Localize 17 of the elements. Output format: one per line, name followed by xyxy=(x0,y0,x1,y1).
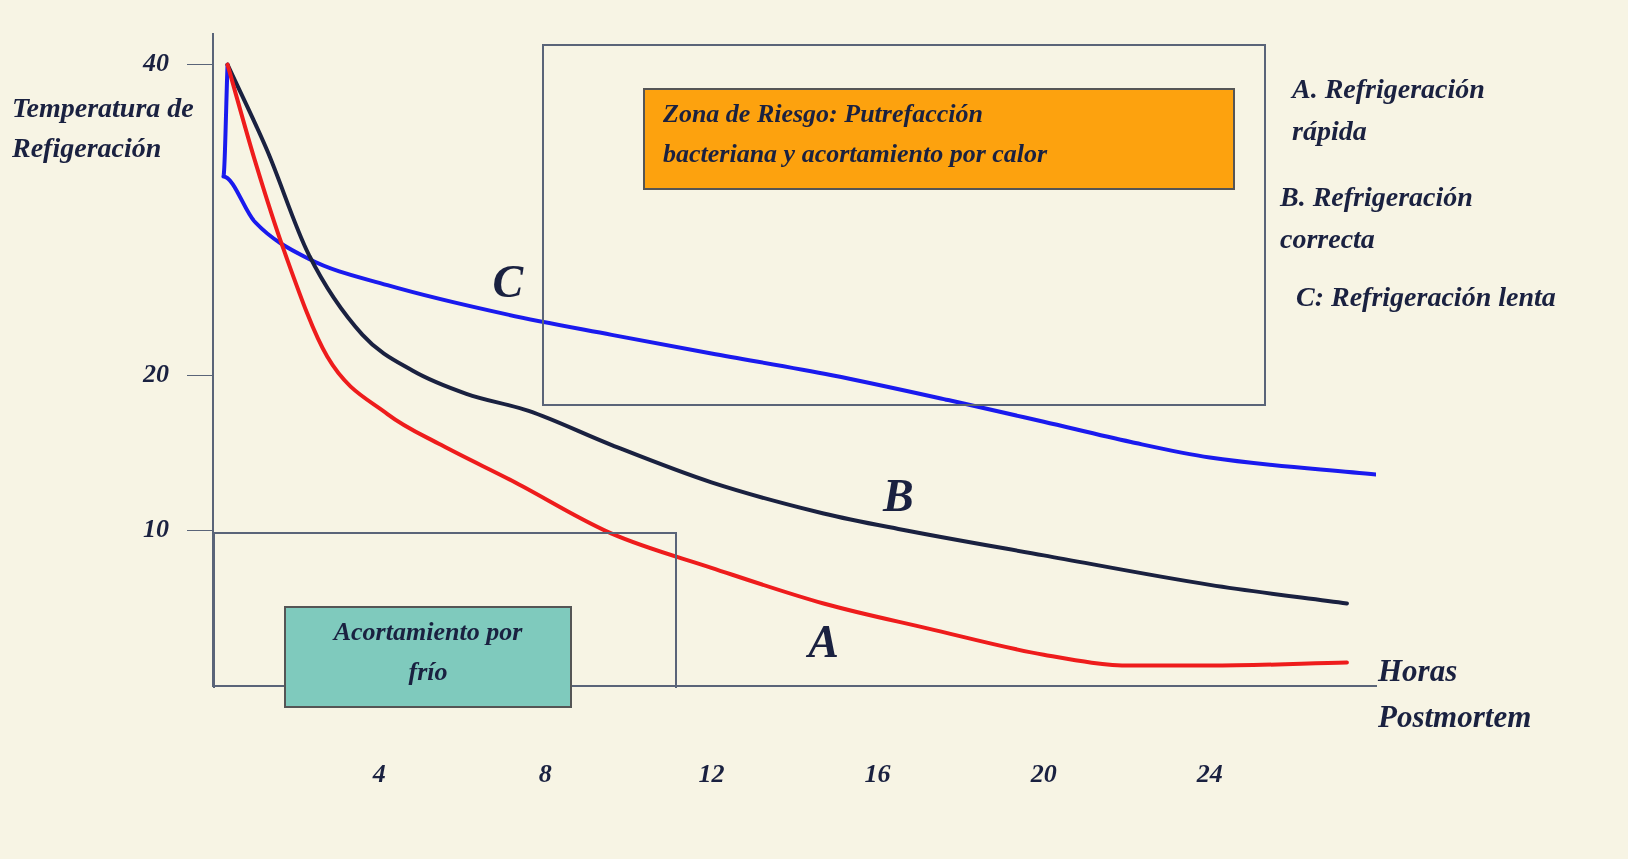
series-label: B xyxy=(882,469,914,521)
x-tick-label: 24 xyxy=(1195,759,1223,789)
x-tick-label: 16 xyxy=(864,759,891,789)
y-tick-label: 20 xyxy=(142,358,169,388)
x-tick-label: 8 xyxy=(538,759,552,789)
y-tick-label: 10 xyxy=(143,514,169,544)
x-axis-title: Horas Postmortem xyxy=(1378,651,1533,736)
annotation: B. Refrigeración correcta xyxy=(1280,180,1474,256)
y-tick-label: 40 xyxy=(142,48,169,78)
y-axis-title: Temperatura de Refigeración xyxy=(12,91,195,165)
series-label: A xyxy=(805,616,839,668)
x-tick-label: 4 xyxy=(371,759,386,789)
x-tick-label: 12 xyxy=(698,759,725,789)
series-label: C xyxy=(492,255,525,307)
annotation: A. Refrigeración rápida xyxy=(1292,72,1486,148)
x-tick-label: 20 xyxy=(1029,759,1057,789)
annotation: C: Refrigeración lenta xyxy=(1296,280,1556,314)
